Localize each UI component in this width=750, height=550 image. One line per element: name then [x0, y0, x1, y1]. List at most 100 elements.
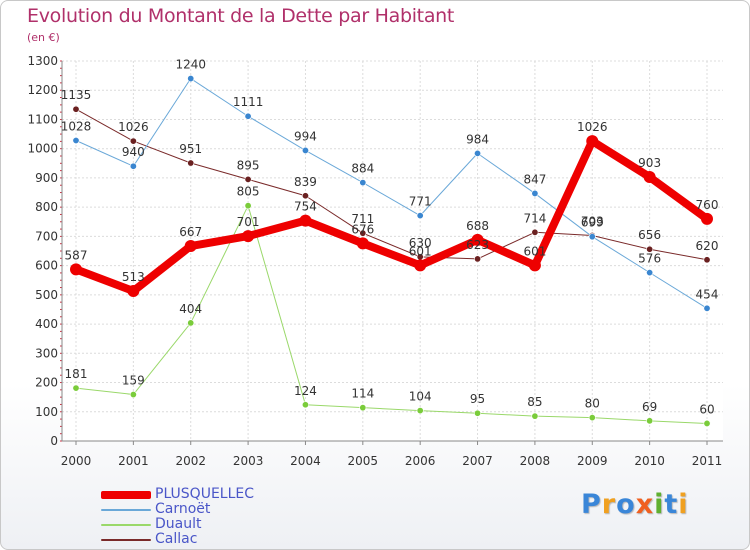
chart-legend: PLUSQUELLEC Carnoët Duault Callac	[101, 487, 361, 547]
y-tick-label: 100	[35, 405, 58, 419]
data-point-callac	[703, 256, 711, 264]
data-point-plusquellec	[184, 240, 197, 253]
data-label-plusquellec: 754	[294, 200, 317, 214]
logo-letter: r	[601, 489, 617, 520]
data-label-carno-t: 984	[466, 132, 489, 146]
data-point-duault	[588, 414, 596, 422]
data-label-carno-t: 884	[351, 162, 374, 176]
data-point-callac	[531, 228, 539, 236]
chart-data-labels: 1135 1026 951 895 839 711 630 623 714 703 656 620 10…	[61, 58, 719, 417]
data-point-plusquellec	[127, 285, 140, 298]
data-point-callac	[474, 255, 482, 263]
data-point-duault	[359, 404, 367, 412]
data-point-plusquellec	[528, 259, 541, 272]
data-label-plusquellec: 676	[351, 222, 374, 236]
x-tick-label: 2004	[290, 454, 321, 468]
chart-series	[70, 75, 713, 427]
data-point-carno-t	[531, 189, 539, 197]
data-point-duault	[531, 412, 539, 420]
legend-item-plusquellec: PLUSQUELLEC	[101, 487, 361, 502]
chart-grid	[62, 60, 723, 442]
data-point-carno-t	[416, 212, 424, 220]
data-point-carno-t	[129, 162, 137, 170]
data-label-duault: 60	[699, 402, 714, 416]
data-label-callac: 895	[237, 158, 260, 172]
legend-item-carnoet: Carnoët	[101, 502, 361, 517]
data-label-duault: 95	[470, 392, 485, 406]
data-point-plusquellec	[586, 135, 599, 148]
logo-letter: P	[581, 489, 602, 520]
data-point-callac	[72, 105, 80, 113]
data-label-plusquellec: 1026	[577, 120, 608, 134]
data-point-duault	[244, 202, 252, 210]
legend-swatch-plusquellec	[101, 490, 151, 499]
data-label-carno-t: 771	[409, 195, 432, 209]
proxiti-logo: Proxiti	[581, 489, 689, 520]
logo-letter: i	[678, 489, 689, 520]
x-tick-label: 2011	[692, 454, 723, 468]
chart-axes: 0 100 200 300 400 500 600 700 800 900 1000 1100 1200…	[27, 54, 723, 468]
data-point-carno-t	[72, 137, 80, 145]
data-label-duault: 124	[294, 384, 317, 398]
legend-swatch-duault	[101, 523, 151, 526]
data-point-carno-t	[187, 75, 195, 83]
data-point-carno-t	[703, 304, 711, 312]
data-label-carno-t: 1028	[61, 120, 92, 134]
legend-item-callac: Callac	[101, 532, 361, 547]
data-label-callac: 623	[466, 238, 489, 252]
data-point-duault	[129, 391, 137, 399]
data-label-carno-t: 1240	[175, 58, 206, 72]
y-tick-label: 700	[35, 229, 58, 243]
data-point-plusquellec	[242, 230, 255, 243]
data-label-carno-t: 576	[638, 252, 661, 266]
data-label-callac: 656	[638, 228, 661, 242]
series-line-duault	[75, 205, 708, 424]
x-tick-label: 2001	[118, 454, 149, 468]
data-label-callac: 1026	[118, 120, 149, 134]
x-tick-label: 2009	[577, 454, 608, 468]
data-label-plusquellec: 903	[638, 156, 661, 170]
data-label-duault: 69	[642, 400, 657, 414]
data-point-carno-t	[646, 269, 654, 277]
data-point-callac	[244, 175, 252, 183]
legend-label-carnoet: Carnoët	[155, 501, 211, 517]
data-point-carno-t	[359, 179, 367, 187]
legend-label-plusquellec: PLUSQUELLEC	[155, 486, 255, 502]
data-label-plusquellec: 688	[466, 219, 489, 233]
data-label-duault: 404	[179, 302, 202, 316]
logo-letter: o	[616, 489, 636, 520]
data-label-carno-t: 699	[581, 216, 604, 230]
x-tick-label: 2008	[520, 454, 551, 468]
data-point-duault	[187, 319, 195, 327]
data-label-duault: 85	[527, 395, 542, 409]
data-point-duault	[646, 417, 654, 425]
data-label-plusquellec: 601	[409, 244, 432, 258]
logo-letter: i	[654, 489, 665, 520]
data-point-plusquellec	[643, 171, 656, 184]
y-tick-label: 1100	[27, 112, 58, 126]
data-label-carno-t: 940	[122, 145, 145, 159]
data-point-duault	[301, 401, 309, 409]
data-label-plusquellec: 667	[179, 225, 202, 239]
data-point-duault	[72, 384, 80, 392]
data-label-callac: 839	[294, 175, 317, 189]
data-label-callac: 620	[696, 239, 719, 253]
data-point-plusquellec	[70, 263, 82, 276]
data-point-plusquellec	[471, 233, 484, 246]
legend-swatch-carnoet	[101, 508, 151, 511]
data-label-duault: 159	[122, 374, 145, 388]
data-point-carno-t	[474, 149, 482, 157]
data-label-callac: 703	[581, 215, 604, 229]
y-tick-label: 600	[35, 259, 58, 273]
data-point-duault	[416, 407, 424, 415]
y-tick-label: 1200	[27, 83, 58, 97]
data-label-callac: 714	[523, 211, 546, 225]
y-tick-label: 900	[35, 171, 58, 185]
data-label-plusquellec: 601	[523, 244, 546, 258]
data-label-carno-t: 994	[294, 129, 317, 143]
data-point-duault	[703, 419, 711, 427]
chart-title: Evolution du Montant de la Dette par Hab…	[27, 5, 455, 27]
y-tick-label: 400	[35, 317, 58, 331]
